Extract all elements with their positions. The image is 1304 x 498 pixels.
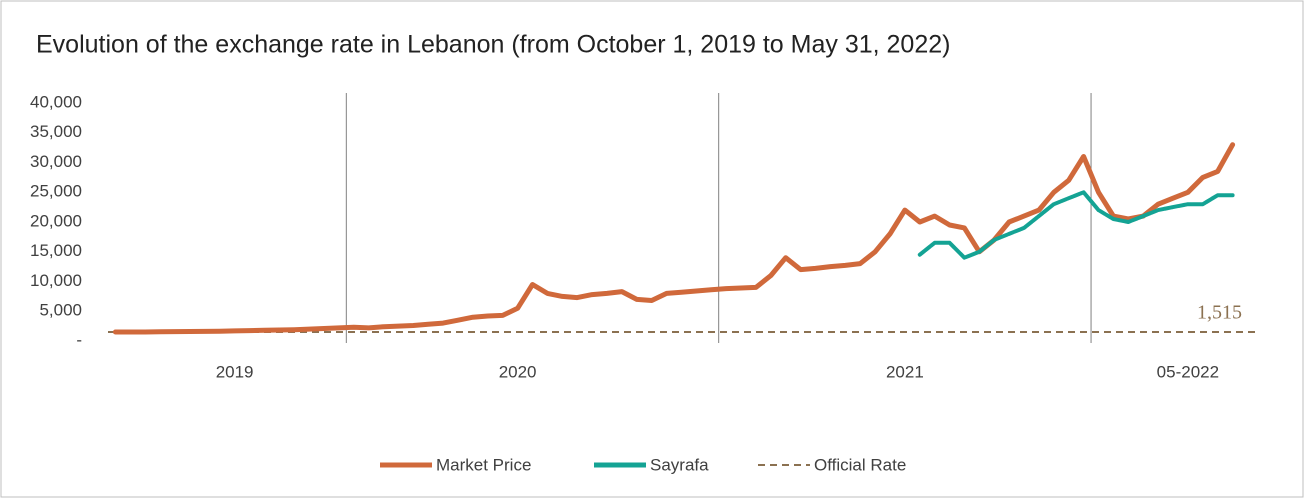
x-tick-label: 05-2022 — [1157, 362, 1219, 381]
y-tick-label: 15,000 — [30, 241, 82, 260]
official-rate-label: 1,515 — [1197, 302, 1242, 324]
y-tick-label: 5,000 — [39, 301, 82, 320]
y-tick-label: - — [76, 330, 82, 349]
y-tick-label: 25,000 — [30, 182, 82, 201]
legend-label: Sayrafa — [650, 455, 709, 474]
series-line — [112, 142, 1236, 335]
y-tick-label: 40,000 — [30, 92, 82, 111]
x-tick-label: 2019 — [216, 362, 254, 381]
chart-title: Evolution of the exchange rate in Lebano… — [36, 31, 950, 59]
legend-label: Official Rate — [814, 455, 906, 474]
x-tick-label: 2021 — [886, 362, 924, 381]
series-line — [917, 190, 1235, 260]
x-tick-label: 2020 — [499, 362, 537, 381]
y-tick-label: 20,000 — [30, 211, 82, 230]
y-tick-label: 35,000 — [30, 122, 82, 141]
legend-label: Market Price — [436, 455, 531, 474]
y-tick-label: 10,000 — [30, 271, 82, 290]
y-tick-label: 30,000 — [30, 152, 82, 171]
